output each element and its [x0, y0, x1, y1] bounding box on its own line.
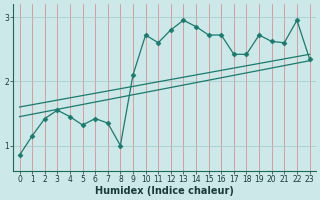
X-axis label: Humidex (Indice chaleur): Humidex (Indice chaleur) [95, 186, 234, 196]
